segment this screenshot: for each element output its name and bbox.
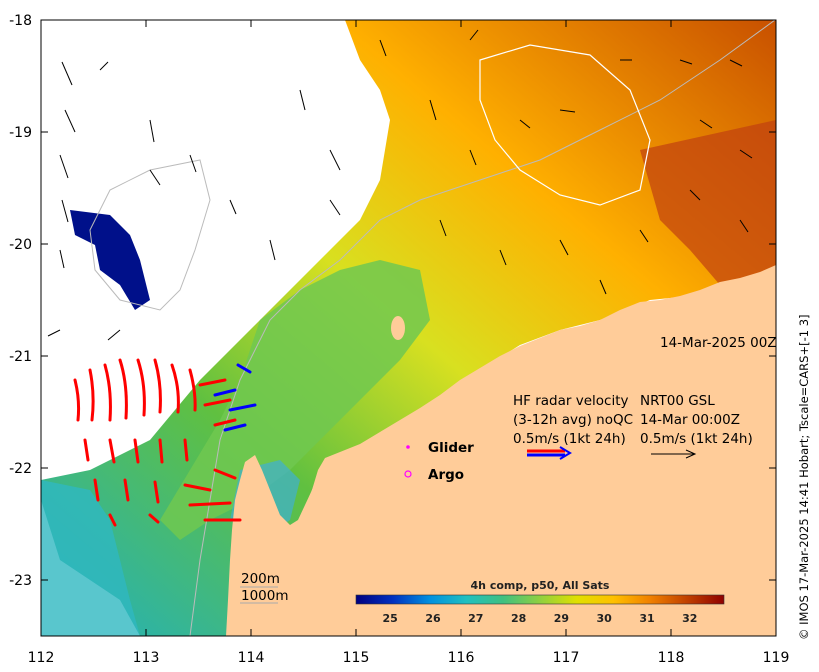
x-tick-labels: 112 113 114 115 116 117 118 119 — [28, 650, 790, 666]
colorbar-tick-label: 32 — [682, 612, 697, 625]
map-plot-area — [41, 20, 776, 636]
hf-legend-line1: HF radar velocity — [513, 393, 628, 409]
y-tick-labels: -18 -19 -20 -21 -22 -23 — [9, 13, 32, 589]
isobath-200m-label: 200m — [241, 571, 280, 587]
nrt-legend-line2: 14-Mar 00:00Z — [640, 412, 740, 428]
argo-marker — [404, 470, 412, 478]
colorbar-tick-label: 28 — [511, 612, 526, 625]
glider-label: Glider — [428, 440, 474, 456]
x-tick-label: 118 — [658, 650, 685, 666]
sst-cool-coastal — [160, 260, 430, 540]
sst-cyan-shelf — [41, 480, 140, 636]
x-tick-label: 115 — [343, 650, 370, 666]
isobath-1000m-label: 1000m — [241, 588, 289, 604]
hf-legend-line3: 0.5m/s (1kt 24h) — [513, 431, 626, 447]
nrt-current-arrows — [47, 29, 753, 341]
island — [391, 316, 405, 340]
x-ticks — [40, 20, 777, 636]
y-tick-label: -19 — [9, 125, 32, 141]
isobath-200m — [89, 159, 211, 311]
land-mass — [226, 265, 776, 636]
colorbar-tick-label: 25 — [383, 612, 398, 625]
y-tick-label: -22 — [9, 461, 32, 477]
y-ticks — [41, 19, 776, 581]
credit-text: © IMOS 17-Mar-2025 14:41 Hobart; Tscale=… — [797, 314, 811, 640]
colorbar-gradient — [355, 594, 725, 605]
argo-label: Argo — [428, 467, 464, 483]
colorbar-tick-label: 30 — [597, 612, 613, 625]
colorbar-ticks: 25 26 27 28 29 30 31 32 — [383, 612, 698, 625]
hf-radar-arrows — [73, 358, 257, 527]
y-tick-label: -23 — [9, 573, 32, 589]
x-tick-label: 112 — [28, 650, 55, 666]
colorbar-title: 4h comp, p50, All Sats — [471, 579, 610, 592]
map-datetime: 14-Mar-2025 00Z — [660, 335, 777, 351]
glider-marker — [406, 445, 410, 449]
warm-eddy-contour — [479, 44, 651, 206]
y-tick-label: -18 — [9, 13, 32, 29]
x-tick-label: 114 — [238, 650, 265, 666]
hf-radar-scale-arrow — [527, 446, 572, 460]
nrt-legend-line3: 0.5m/s (1kt 24h) — [640, 431, 753, 447]
y-tick-label: -20 — [9, 237, 32, 253]
colorbar-tick-label: 31 — [639, 612, 654, 625]
x-tick-label: 119 — [763, 650, 790, 666]
colorbar-tick-label: 26 — [425, 612, 441, 625]
nrt-legend-line1: NRT00 GSL — [640, 393, 715, 409]
sst-cold-patch — [70, 210, 150, 310]
y-tick-label: -21 — [9, 349, 32, 365]
sst-hot-patch — [640, 120, 776, 285]
colorbar-tick-label: 27 — [468, 612, 483, 625]
nrt-scale-arrow — [651, 449, 697, 459]
x-tick-label: 116 — [448, 650, 475, 666]
plot-frame — [40, 19, 777, 637]
hf-legend-line2: (3-12h avg) noQC — [513, 412, 633, 428]
colorbar-tick-label: 29 — [554, 612, 569, 625]
x-tick-label: 113 — [133, 650, 160, 666]
colorbar: 4h comp, p50, All Sats 25 26 27 28 29 30 31 32 — [355, 579, 725, 625]
x-tick-label: 117 — [553, 650, 580, 666]
